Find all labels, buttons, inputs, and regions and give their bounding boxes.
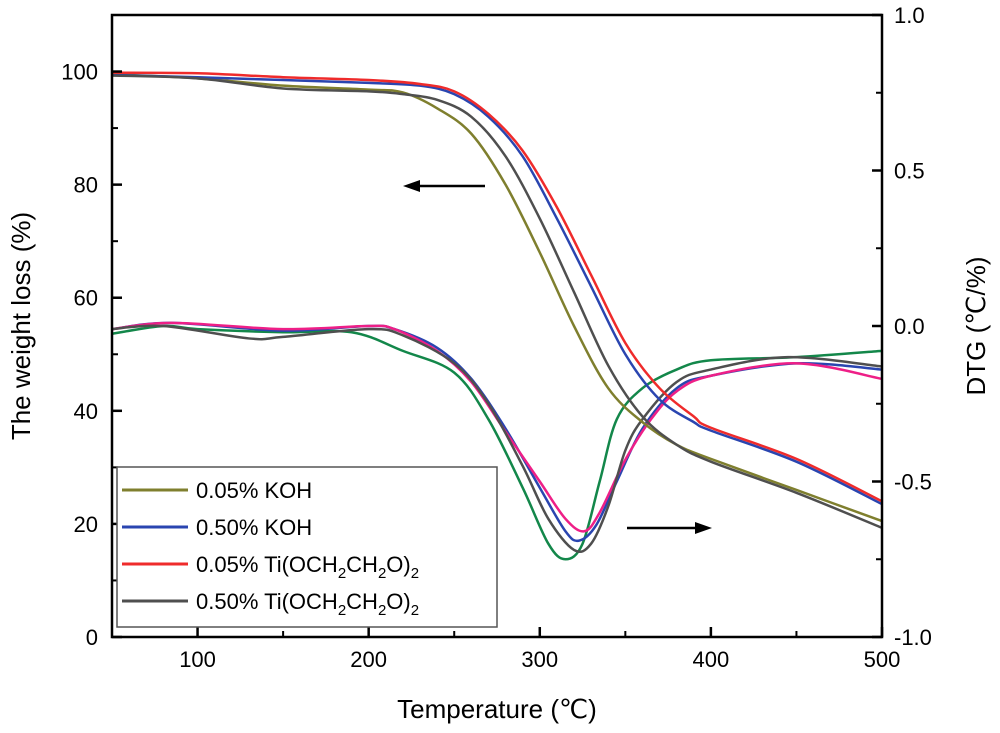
y2-tick-label: 0.5 bbox=[894, 159, 925, 184]
tg-line-1 bbox=[111, 73, 883, 506]
arrow-left bbox=[403, 180, 485, 192]
x-tick-label: 400 bbox=[693, 647, 730, 672]
y-tick-label: 20 bbox=[74, 512, 98, 537]
y-axis-label: The weight loss (%) bbox=[6, 212, 36, 440]
y-tick-label: 100 bbox=[61, 60, 98, 85]
legend-label: 0.05% Ti(OCH2CH2O)2 bbox=[196, 552, 419, 582]
legend-label: 0.50% KOH bbox=[196, 515, 312, 540]
y2-tick-label: -0.5 bbox=[894, 470, 932, 495]
legend: 0.05% KOH 0.50% KOH 0.05% Ti(OCH2CH2O)2 0.5… bbox=[116, 466, 498, 628]
y2-tick-label: 0.0 bbox=[894, 314, 925, 339]
dtg-line-2 bbox=[111, 321, 883, 533]
y2-axis-label: DTG (℃/%) bbox=[961, 257, 991, 396]
y-tick-label: 60 bbox=[74, 286, 98, 311]
legend-label: 0.50% Ti(OCH2CH2O)2 bbox=[196, 589, 419, 619]
x-tick-label: 300 bbox=[521, 647, 558, 672]
arrow-right bbox=[627, 522, 712, 534]
x-tick-label: 500 bbox=[864, 647, 901, 672]
curves bbox=[111, 71, 883, 561]
ticks: 100 200 300 400 500 0 20 40 60 80 100 -1.0 -0.5 0.0 0.… bbox=[61, 3, 932, 672]
tg-line-0 bbox=[111, 73, 883, 523]
y-tick-label: 80 bbox=[74, 173, 98, 198]
dtg-line-0 bbox=[111, 324, 883, 561]
x-tick-label: 200 bbox=[350, 647, 387, 672]
y-tick-label: 0 bbox=[86, 625, 98, 650]
y2-tick-label: 1.0 bbox=[894, 3, 925, 28]
tg-line-3 bbox=[111, 74, 883, 530]
x-axis-label: Temperature (℃) bbox=[397, 694, 597, 724]
y-tick-label: 40 bbox=[74, 399, 98, 424]
legend-label: 0.05% KOH bbox=[196, 478, 312, 503]
dtg-line-3 bbox=[111, 324, 883, 553]
tg-line-2 bbox=[111, 71, 883, 503]
y2-tick-label: -1.0 bbox=[894, 625, 932, 650]
x-tick-label: 100 bbox=[179, 647, 216, 672]
